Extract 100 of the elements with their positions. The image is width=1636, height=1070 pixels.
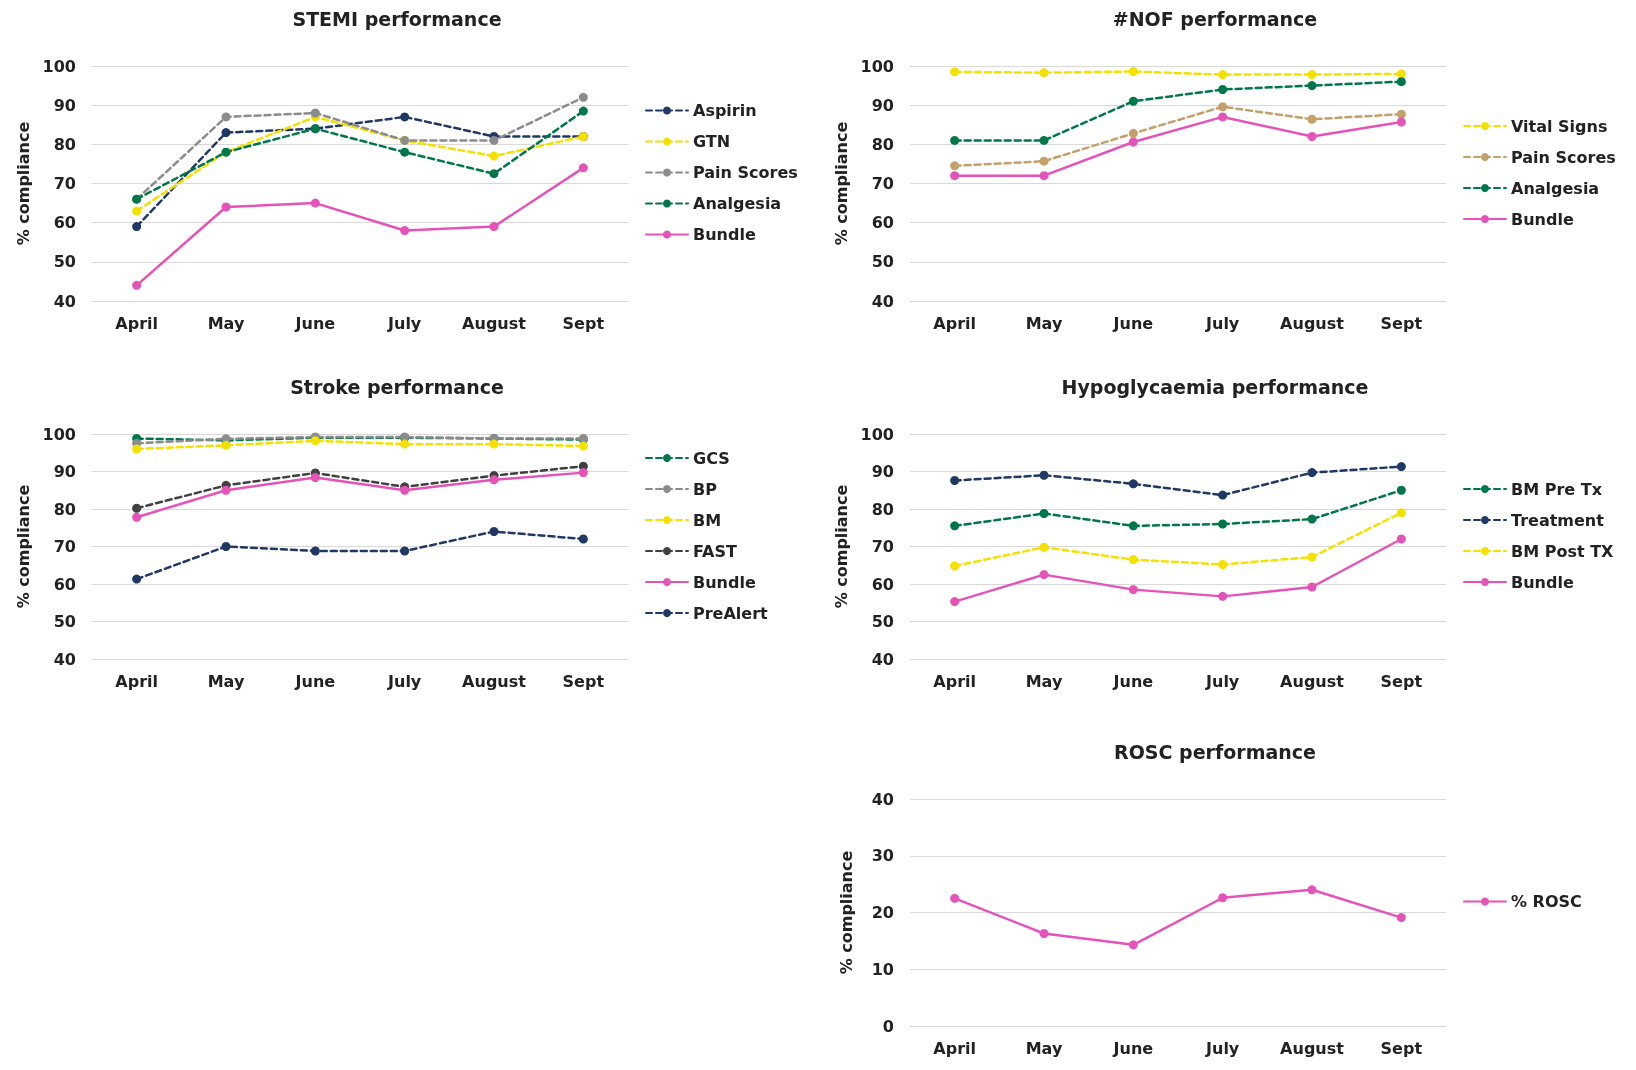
point xyxy=(950,561,960,571)
point xyxy=(1307,885,1317,895)
chart-title: ROSC performance xyxy=(1114,740,1316,763)
y-tick-label: 50 xyxy=(53,252,76,272)
x-tick-label: May xyxy=(1025,313,1063,333)
point xyxy=(1128,137,1138,147)
x-tick-label: April xyxy=(115,671,159,691)
point xyxy=(1128,96,1138,106)
y-axis-title: % compliance xyxy=(832,484,852,609)
legend-label: % ROSC xyxy=(1511,892,1582,911)
y-tick-label: 100 xyxy=(860,56,894,76)
x-tick-label: July xyxy=(387,671,422,691)
x-tick-label: August xyxy=(1280,313,1345,333)
point xyxy=(132,444,142,454)
point xyxy=(1218,519,1228,529)
y-tick-label: 70 xyxy=(871,174,894,193)
x-tick-label: July xyxy=(1205,671,1240,691)
x-tick-label: June xyxy=(294,671,336,691)
point xyxy=(1218,560,1228,569)
chart-title: Hypoglycaemia performance xyxy=(1061,375,1369,398)
legend-label: BM Pre Tx xyxy=(1511,479,1603,499)
y-tick-label: 10 xyxy=(871,959,894,979)
point xyxy=(1307,70,1317,80)
x-tick-label: May xyxy=(1025,1038,1063,1058)
point xyxy=(578,92,588,102)
legend-label: Pain Scores xyxy=(693,163,798,182)
legend-label: Vital Signs xyxy=(1511,116,1608,136)
y-axis-title: % compliance xyxy=(832,121,852,246)
y-tick-label: 60 xyxy=(53,574,76,594)
point xyxy=(489,169,499,179)
point xyxy=(1128,585,1138,595)
point xyxy=(1396,534,1406,544)
y-tick-label: 80 xyxy=(53,134,76,154)
y-tick-label: 100 xyxy=(42,56,76,76)
point xyxy=(1039,171,1049,181)
point xyxy=(1396,77,1406,87)
y-tick-label: 70 xyxy=(53,537,76,556)
legend-label: GTN xyxy=(693,132,731,151)
legend-label: GCS xyxy=(693,448,730,468)
point xyxy=(489,527,499,536)
point xyxy=(1396,117,1406,127)
point xyxy=(132,280,142,290)
point xyxy=(489,439,499,449)
y-tick-label: 70 xyxy=(53,174,76,193)
x-tick-label: June xyxy=(1112,1038,1154,1058)
point xyxy=(1128,128,1138,138)
point xyxy=(132,503,142,513)
x-tick-label: August xyxy=(1280,1038,1345,1058)
point xyxy=(950,135,960,145)
x-tick-label: July xyxy=(387,313,422,333)
point xyxy=(400,546,410,556)
point xyxy=(578,468,588,478)
y-tick-label: 40 xyxy=(871,291,894,311)
chart-title: #NOF performance xyxy=(1112,7,1318,30)
y-tick-label: 100 xyxy=(42,424,76,444)
y-tick-label: 70 xyxy=(871,537,894,556)
point xyxy=(1307,114,1317,124)
legend-label: PreAlert xyxy=(693,603,769,623)
point xyxy=(221,128,231,138)
point xyxy=(1039,570,1049,580)
point xyxy=(1128,521,1138,531)
y-tick-label: 90 xyxy=(53,95,76,115)
point xyxy=(1307,552,1317,562)
x-tick-label: Sept xyxy=(1380,671,1423,691)
x-tick-label: May xyxy=(1025,671,1063,691)
point xyxy=(578,106,588,116)
point xyxy=(1218,112,1228,122)
point xyxy=(489,222,499,232)
x-tick-label: July xyxy=(1205,1038,1240,1058)
point xyxy=(221,542,231,551)
legend-label: Bundle xyxy=(1511,572,1574,592)
y-tick-label: 80 xyxy=(53,499,76,519)
y-axis-title: % compliance xyxy=(14,484,34,609)
point xyxy=(400,226,410,235)
point xyxy=(221,202,231,212)
chart-title: STEMI performance xyxy=(292,7,502,30)
point xyxy=(1218,893,1228,903)
point xyxy=(1039,929,1049,938)
x-tick-label: July xyxy=(1205,313,1240,333)
y-tick-label: 30 xyxy=(871,846,894,866)
y-tick-label: 40 xyxy=(53,649,76,669)
y-tick-label: 50 xyxy=(53,612,76,631)
point xyxy=(1128,940,1138,950)
point xyxy=(1396,462,1406,472)
point xyxy=(1218,591,1228,601)
legend-label: BM Post TX xyxy=(1511,541,1615,561)
point xyxy=(1307,582,1317,592)
legend-label: Bundle xyxy=(693,572,756,592)
point xyxy=(1396,69,1406,79)
legend-label: Pain Scores xyxy=(1511,147,1616,167)
x-tick-label: Sept xyxy=(1380,313,1423,333)
point xyxy=(132,512,142,522)
point xyxy=(1128,555,1138,565)
x-tick-label: April xyxy=(933,671,977,691)
y-tick-label: 80 xyxy=(871,134,894,154)
point xyxy=(578,163,588,173)
point xyxy=(1218,102,1228,112)
point xyxy=(950,476,960,485)
point xyxy=(132,206,142,216)
y-tick-label: 50 xyxy=(871,612,894,631)
